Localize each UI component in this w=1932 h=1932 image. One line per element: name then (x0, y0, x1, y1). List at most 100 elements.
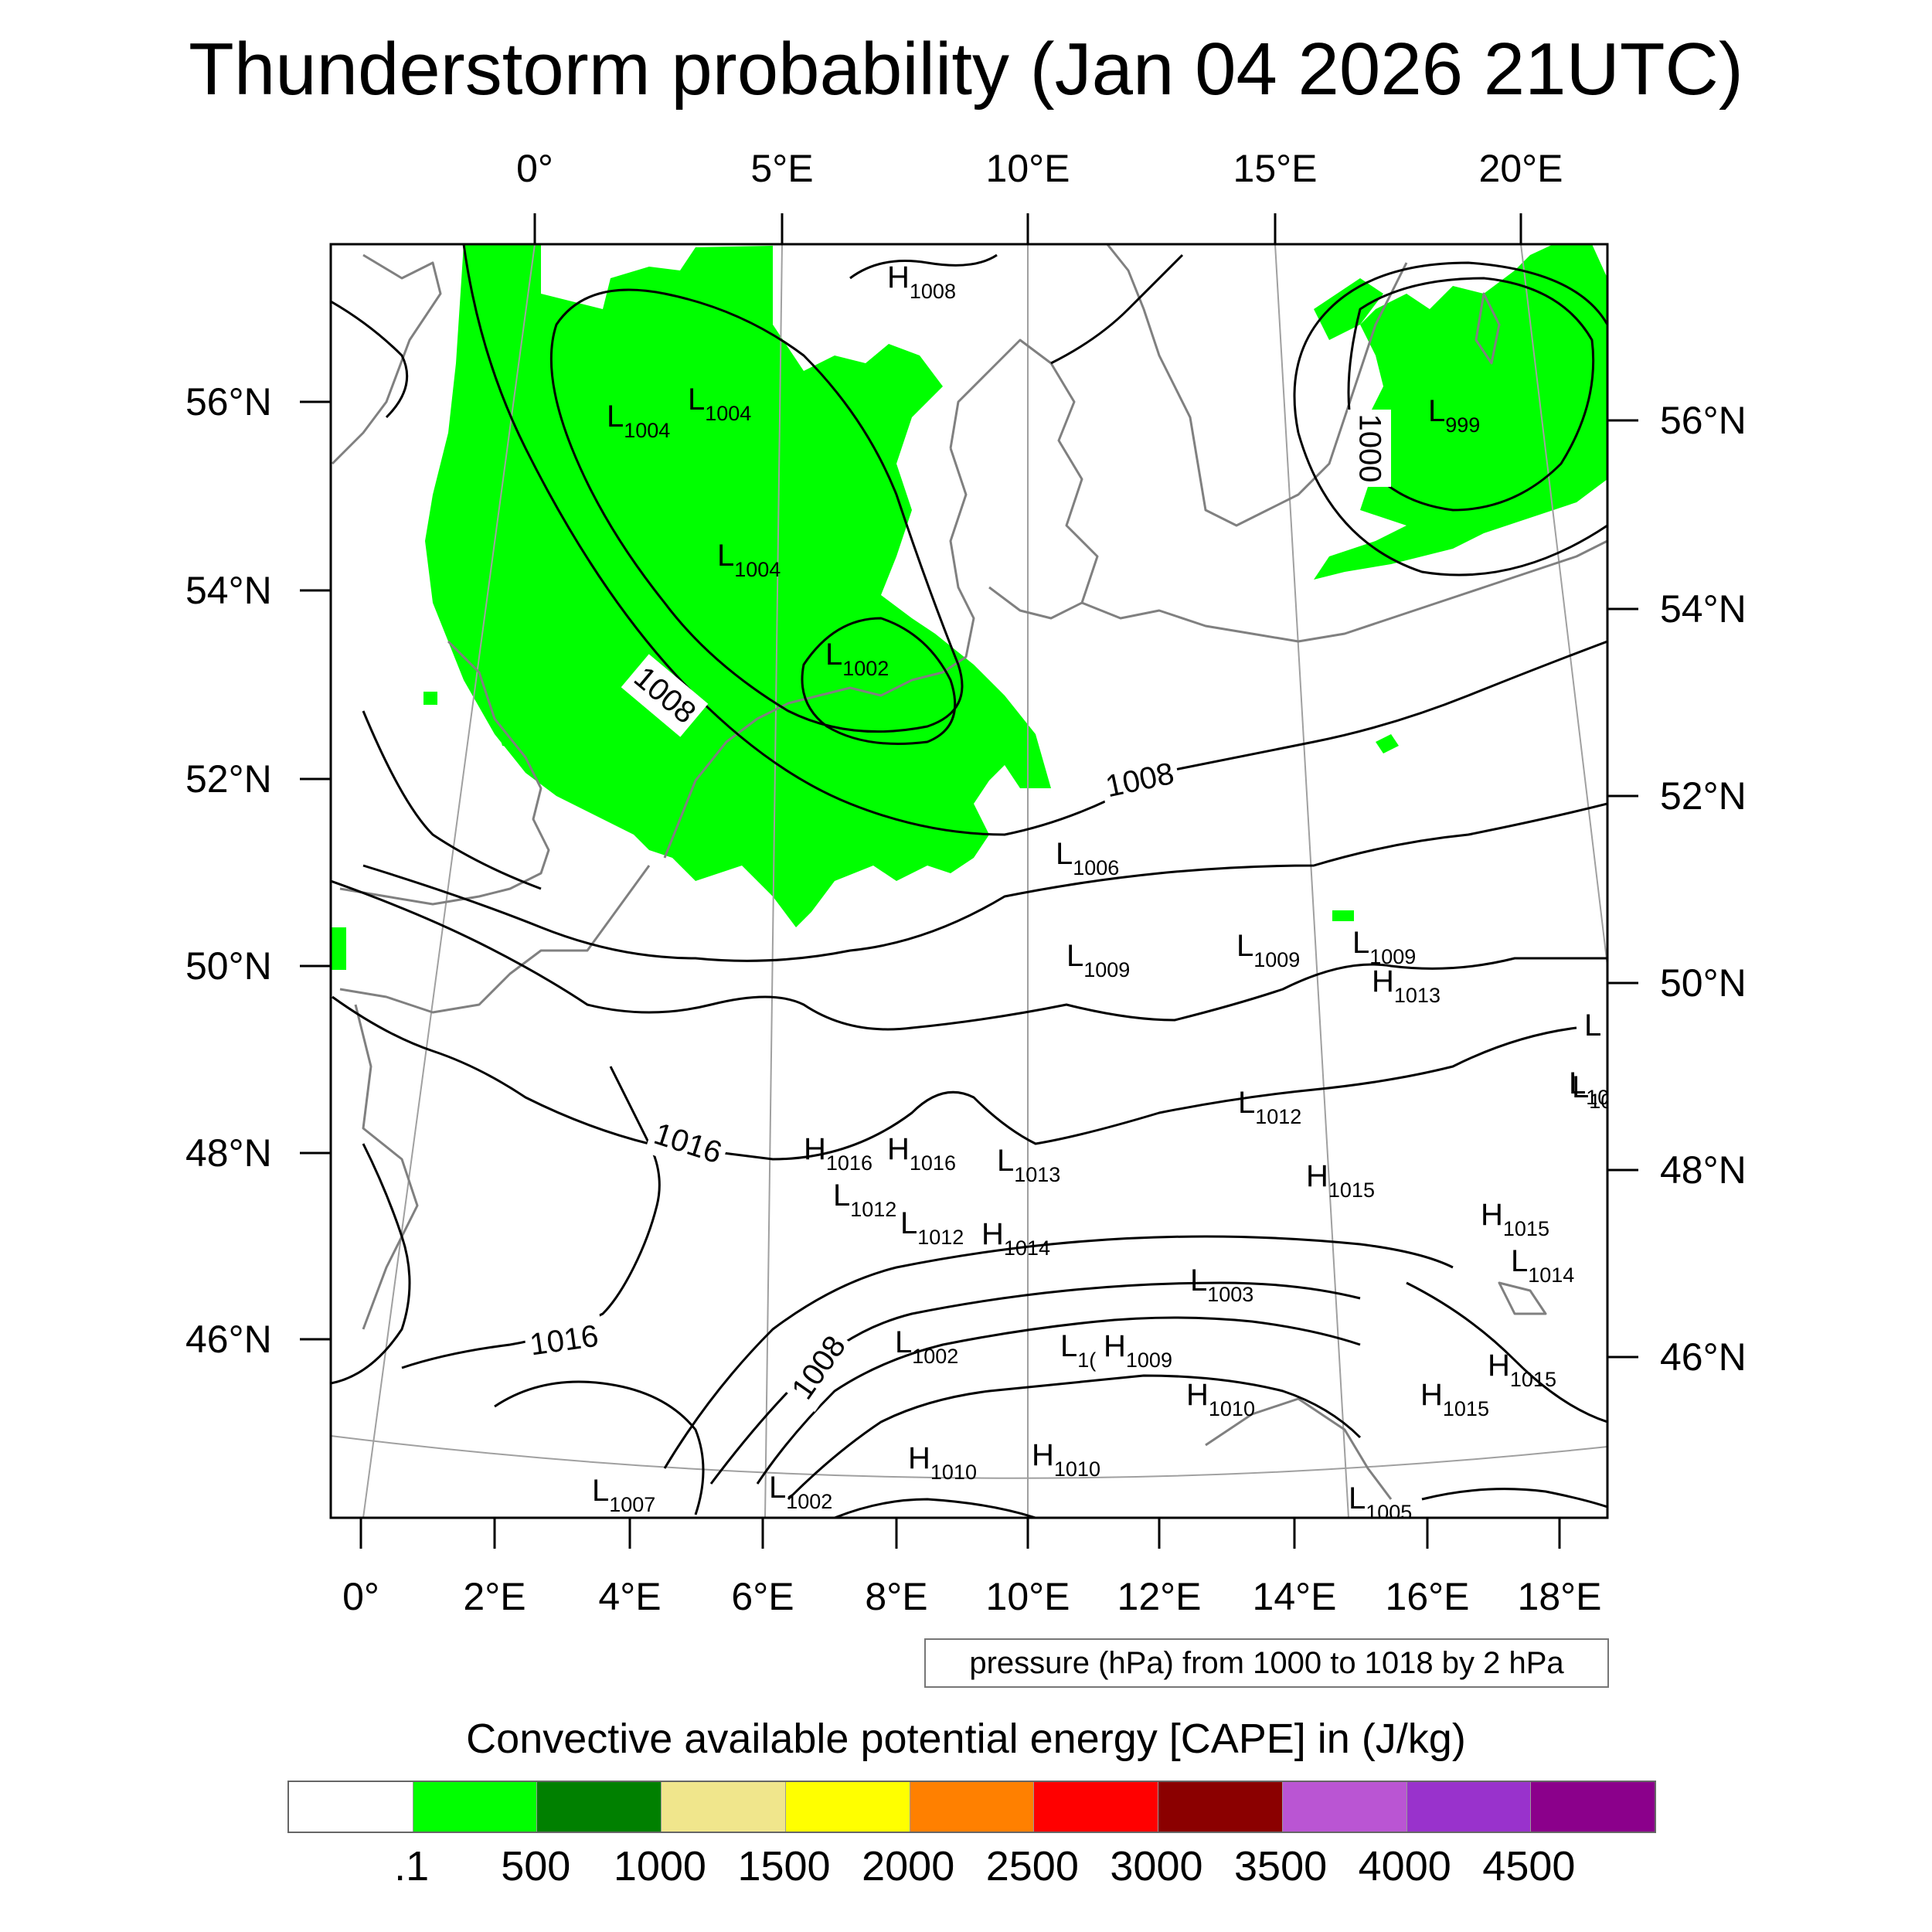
bottom-lon-label: 4°E (598, 1575, 662, 1618)
low-pressure-center: L1002 (769, 1471, 832, 1513)
high-pressure-center: H1015 (1420, 1378, 1489, 1420)
colorbar-box (1406, 1782, 1531, 1832)
top-lon-label: 15°E (1233, 147, 1318, 190)
right-lat-label: 56°N (1660, 399, 1747, 442)
low-pressure-center: L1004 (688, 383, 751, 425)
low-pressure-center: L1002 (895, 1325, 958, 1368)
isobar-1006 (362, 802, 1607, 962)
isobar-south-1 (494, 1380, 705, 1515)
cape-colorbar (287, 1781, 1656, 1833)
right-lat-label: 46°N (1660, 1335, 1747, 1379)
right-lat-label: 48°N (1660, 1148, 1747, 1192)
colorbar-box (289, 1782, 413, 1832)
bottom-lon-label: 14°E (1252, 1575, 1337, 1618)
contour-info-box: pressure (hPa) from 1000 to 1018 by 2 hP… (924, 1638, 1609, 1688)
high-pressure-center: H1016 (804, 1132, 872, 1175)
low-pressure-center: L1012 (900, 1206, 964, 1249)
low-pressure-center: L1014 (1511, 1244, 1574, 1287)
isobar-1008-north-sea (462, 244, 1607, 836)
top-lon-label: 5°E (750, 147, 814, 190)
colorbar-label: 4500 (1482, 1843, 1576, 1889)
map-frame (329, 243, 1609, 1519)
bottom-lon-label: 18°E (1517, 1575, 1602, 1618)
coastline-britain (331, 253, 442, 465)
coastline-england-east (339, 640, 550, 906)
isobar-1002-low (801, 617, 957, 745)
bottom-lon-label: 12°E (1117, 1575, 1202, 1618)
coastline-low-countries (663, 447, 975, 859)
high-pressure-center: H1015 (1306, 1159, 1375, 1202)
colorbar-box (1530, 1782, 1655, 1832)
isobar-alps-outer (663, 1235, 1454, 1469)
colorbar-box (909, 1782, 1034, 1832)
coastline-france-west (354, 1004, 419, 1330)
colorbar-label: 4000 (1358, 1843, 1451, 1889)
isobar-east (1406, 1281, 1607, 1423)
left-lat-label: 50°N (185, 944, 272, 988)
isobar-label: 1000 (1352, 414, 1386, 483)
colorbar-label: 1000 (613, 1843, 706, 1889)
low-pressure-center: L10 (1572, 1070, 1612, 1113)
isobar-1016 (401, 1066, 661, 1369)
cape-area-small-4 (495, 719, 526, 750)
left-lat-label: 48°N (185, 1131, 272, 1175)
isobar-1012 (332, 995, 1577, 1161)
low-pressure-center: L1005 (1349, 1481, 1412, 1524)
colorbar-box (1281, 1782, 1406, 1832)
colorbar-label: 2500 (985, 1843, 1079, 1889)
colorbar-label: 2000 (862, 1843, 955, 1889)
coastline-croatia (1498, 1281, 1547, 1315)
isobar-alps-2 (756, 1316, 1361, 1485)
low-pressure-center: L1013 (997, 1144, 1060, 1186)
low-pressure-center: L1006 (1056, 837, 1119, 879)
isobar-north-top (849, 253, 998, 280)
isobar-north-west (331, 300, 409, 419)
bottom-lon-label: 16°E (1385, 1575, 1470, 1618)
right-lat-label: 50°N (1660, 961, 1747, 1005)
coastline-english-channel (339, 865, 651, 1014)
isobar-1004-baltic (1293, 261, 1607, 434)
tick-marks (300, 213, 1638, 1549)
low-pressure-center: L (1584, 1009, 1601, 1043)
bottom-lon-label: 0° (342, 1575, 379, 1618)
colorbar-box (1158, 1782, 1282, 1832)
low-pressure-center: L1012 (1238, 1086, 1301, 1128)
colorbar-box (784, 1782, 910, 1832)
coastline-adriatic (1205, 1397, 1393, 1500)
top-lon-label: 20°E (1478, 147, 1563, 190)
high-pressure-center: H1010 (1032, 1438, 1100, 1481)
pressure-centers: H1008 L1004 L1004 L1004 L1002 L999 L1006 L1009 L… (592, 260, 1612, 1524)
left-lat-label: 56°N (185, 380, 272, 423)
isobar-south-2 (834, 1498, 1036, 1518)
graticule (331, 244, 1607, 1518)
low-pressure-center: L1004 (607, 400, 670, 442)
colorbar-label: 3000 (1110, 1843, 1203, 1889)
low-pressure-center: L1004 (717, 539, 781, 581)
cape-area-small-3 (423, 692, 437, 705)
cape-area-small-2 (331, 927, 346, 970)
low-pressure-center: L1002 (825, 638, 889, 680)
high-pressure-center: H1010 (1186, 1378, 1255, 1420)
high-pressure-center: H1016 (887, 1132, 956, 1175)
low-pressure-center: L1009 (1066, 939, 1130, 981)
isobar-1008-west (362, 710, 542, 890)
low-pressure-center: L1009 (1236, 929, 1300, 971)
colorbar-label: .1 (394, 1843, 430, 1889)
colorbar-box (661, 1782, 785, 1832)
low-pressure-center: L1012 (833, 1179, 896, 1221)
colorbar-label: 1500 (737, 1843, 831, 1889)
coastline-baltic-south (1081, 539, 1607, 643)
bottom-lon-label: 2°E (463, 1575, 526, 1618)
high-pressure-center: H1015 (1481, 1198, 1549, 1240)
colorbar-label: 500 (501, 1843, 571, 1889)
page-title: Thunderstorm probability (Jan 04 2026 21… (189, 28, 1743, 111)
coastline-scandinavia (1105, 244, 1408, 527)
coastline-gotland (1475, 292, 1501, 365)
right-lat-label: 54°N (1660, 587, 1747, 631)
cape-area-layer (331, 244, 1607, 970)
colorbar-box (412, 1782, 537, 1832)
cape-area-small-1 (1332, 910, 1354, 921)
high-pressure-center: H1013 (1372, 964, 1440, 1007)
high-pressure-center: H1015 (1488, 1349, 1556, 1391)
